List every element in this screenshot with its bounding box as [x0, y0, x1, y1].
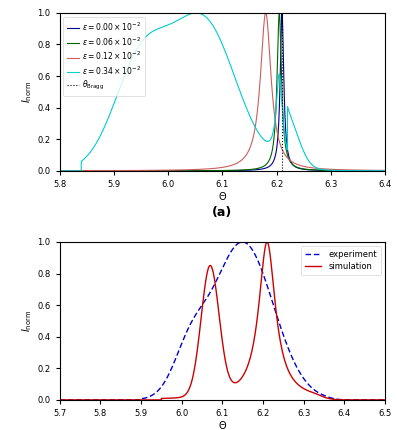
simulation	[294, 380, 299, 385]
$\varepsilon = 0.06\times10^{-2}$	[196, 168, 201, 173]
$\varepsilon = 0.34\times10^{-2}$	[383, 168, 387, 173]
X-axis label: $\Theta$: $\Theta$	[218, 419, 227, 430]
simulation	[57, 397, 62, 402]
experiment	[240, 240, 245, 245]
experiment	[197, 307, 201, 312]
simulation	[373, 397, 378, 402]
Line: simulation: simulation	[60, 242, 385, 400]
$\varepsilon = 0.00\times10^{-2}$	[94, 168, 99, 173]
$\varepsilon = 0.00\times10^{-2}$	[196, 168, 201, 173]
$\varepsilon = 0.34\times10^{-2}$	[57, 168, 62, 173]
experiment	[194, 311, 198, 316]
experiment	[57, 397, 62, 402]
$\varepsilon = 0.12\times10^{-2}$	[182, 167, 187, 172]
$\varepsilon = 0.00\times10^{-2}$	[57, 168, 62, 173]
experiment	[373, 397, 378, 402]
$\varepsilon = 0.00\times10^{-2}$	[279, 10, 284, 15]
$\varepsilon = 0.34\times10^{-2}$	[196, 11, 201, 16]
Line: $\varepsilon = 0.12\times10^{-2}$: $\varepsilon = 0.12\times10^{-2}$	[60, 13, 385, 171]
experiment	[212, 283, 217, 288]
Y-axis label: $I_\mathrm{norm}$: $I_\mathrm{norm}$	[21, 81, 35, 103]
experiment	[357, 397, 361, 402]
$\varepsilon = 0.12\times10^{-2}$	[114, 168, 118, 173]
$\varepsilon = 0.06\times10^{-2}$	[376, 168, 381, 173]
$\varepsilon = 0.12\times10^{-2}$	[196, 167, 201, 172]
$\varepsilon = 0.00\times10^{-2}$	[341, 168, 346, 173]
$\varepsilon = 0.12\times10^{-2}$	[341, 167, 346, 172]
$\varepsilon = 0.12\times10^{-2}$	[57, 168, 62, 173]
$\varepsilon = 0.06\times10^{-2}$	[182, 168, 187, 173]
Text: (a): (a)	[212, 206, 233, 218]
Legend: $\varepsilon = 0.00\times10^{-2}$, $\varepsilon = 0.06\times10^{-2}$, $\varepsil: $\varepsilon = 0.00\times10^{-2}$, $\var…	[64, 17, 145, 96]
$\varepsilon = 0.06\times10^{-2}$	[114, 168, 118, 173]
simulation	[197, 335, 201, 340]
$\varepsilon = 0.12\times10^{-2}$	[94, 168, 99, 173]
Y-axis label: $I_\mathrm{norm}$: $I_\mathrm{norm}$	[21, 310, 35, 332]
$\varepsilon = 0.06\times10^{-2}$	[277, 10, 281, 15]
Line: $\varepsilon = 0.00\times10^{-2}$: $\varepsilon = 0.00\times10^{-2}$	[60, 13, 385, 171]
$\varepsilon = 0.00\times10^{-2}$	[376, 168, 381, 173]
$\varepsilon = 0.34\times10^{-2}$	[114, 95, 118, 101]
$\varepsilon = 0.06\times10^{-2}$	[94, 168, 99, 173]
Line: $\varepsilon = 0.06\times10^{-2}$: $\varepsilon = 0.06\times10^{-2}$	[60, 13, 385, 171]
$\varepsilon = 0.00\times10^{-2}$	[383, 168, 387, 173]
simulation	[383, 397, 387, 402]
X-axis label: $\Theta$: $\Theta$	[218, 190, 227, 202]
simulation	[265, 240, 270, 245]
$\varepsilon = 0.06\times10^{-2}$	[383, 168, 387, 173]
$\varepsilon = 0.12\times10^{-2}$	[383, 168, 387, 173]
Line: experiment: experiment	[60, 242, 385, 400]
experiment	[383, 397, 387, 402]
$\varepsilon = 0.34\times10^{-2}$	[341, 168, 346, 173]
simulation	[212, 275, 217, 280]
$\varepsilon = 0.34\times10^{-2}$	[94, 140, 99, 145]
$\varepsilon = 0.34\times10^{-2}$	[376, 168, 381, 173]
$\varepsilon = 0.00\times10^{-2}$	[114, 168, 118, 173]
simulation	[194, 355, 198, 360]
experiment	[294, 363, 299, 369]
$\varepsilon = 0.06\times10^{-2}$	[57, 168, 62, 173]
$\varepsilon = 0.34\times10^{-2}$	[182, 14, 187, 19]
$\varepsilon = 0.00\times10^{-2}$	[182, 168, 187, 173]
$\varepsilon = 0.12\times10^{-2}$	[376, 168, 381, 173]
Legend: experiment, simulation: experiment, simulation	[301, 246, 381, 275]
$\varepsilon = 0.12\times10^{-2}$	[263, 10, 268, 15]
$\varepsilon = 0.34\times10^{-2}$	[194, 10, 198, 15]
simulation	[357, 397, 361, 402]
Line: $\varepsilon = 0.34\times10^{-2}$: $\varepsilon = 0.34\times10^{-2}$	[60, 13, 385, 171]
$\varepsilon = 0.06\times10^{-2}$	[341, 168, 346, 173]
